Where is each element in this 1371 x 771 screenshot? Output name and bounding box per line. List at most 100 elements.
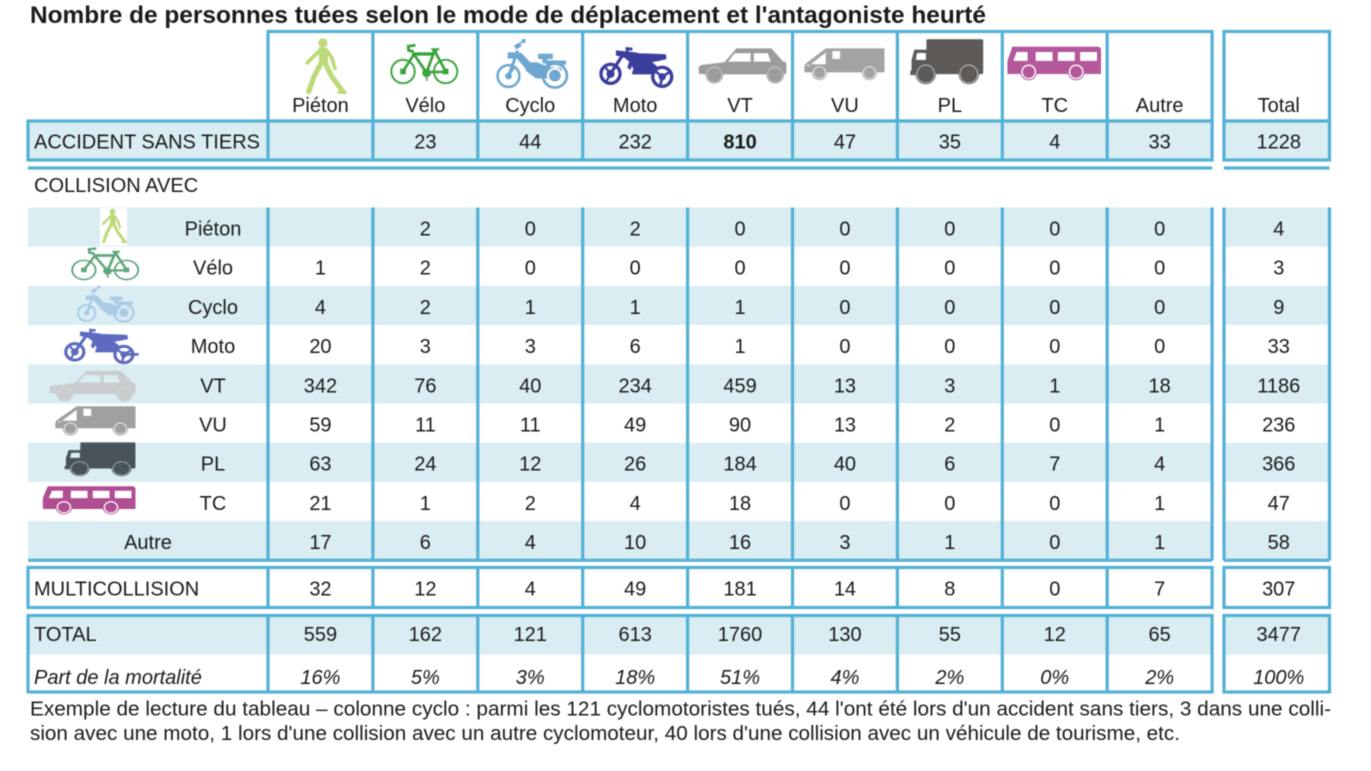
svg-text:Vélo: Vélo [405, 95, 445, 117]
svg-text:0: 0 [944, 219, 955, 241]
svg-text:1: 1 [315, 258, 326, 280]
svg-text:0: 0 [839, 493, 850, 515]
svg-text:307: 307 [1262, 579, 1295, 601]
svg-text:1: 1 [630, 297, 641, 319]
svg-text:11: 11 [415, 415, 436, 437]
svg-text:40: 40 [834, 454, 856, 476]
svg-text:0: 0 [839, 336, 850, 358]
svg-text:1: 1 [1154, 532, 1165, 554]
svg-text:6: 6 [420, 532, 431, 554]
svg-text:184: 184 [723, 454, 756, 476]
svg-text:23: 23 [414, 131, 436, 153]
svg-text:0: 0 [944, 258, 955, 280]
svg-text:7: 7 [1154, 579, 1165, 601]
svg-text:3: 3 [525, 336, 536, 358]
svg-text:1: 1 [944, 532, 955, 554]
svg-text:3: 3 [420, 336, 431, 358]
svg-text:TC: TC [1041, 95, 1068, 117]
svg-text:4: 4 [315, 297, 326, 319]
svg-text:0: 0 [1154, 258, 1165, 280]
svg-text:0: 0 [944, 336, 955, 358]
svg-text:21: 21 [309, 493, 331, 515]
svg-text:232: 232 [618, 131, 651, 153]
svg-text:0: 0 [1049, 579, 1060, 601]
svg-text:20: 20 [309, 336, 331, 358]
svg-text:459: 459 [723, 375, 756, 397]
svg-text:Part de la mortalité: Part de la mortalité [34, 667, 202, 689]
svg-text:76: 76 [414, 375, 436, 397]
svg-text:Autre: Autre [1136, 95, 1184, 117]
svg-text:MULTICOLLISION: MULTICOLLISION [34, 579, 199, 601]
svg-text:3: 3 [839, 532, 850, 554]
svg-text:24: 24 [414, 454, 436, 476]
svg-text:Cyclo: Cyclo [188, 297, 238, 319]
svg-text:342: 342 [304, 375, 337, 397]
svg-text:58: 58 [1268, 532, 1290, 554]
svg-text:TOTAL: TOTAL [34, 624, 97, 646]
svg-text:7: 7 [1049, 454, 1060, 476]
svg-text:4: 4 [525, 579, 536, 601]
svg-text:9: 9 [1273, 297, 1284, 319]
svg-text:0: 0 [1049, 258, 1060, 280]
svg-text:1760: 1760 [718, 624, 763, 646]
svg-text:10: 10 [624, 532, 646, 554]
svg-text:559: 559 [304, 624, 337, 646]
svg-text:3: 3 [944, 375, 955, 397]
svg-text:0: 0 [525, 258, 536, 280]
svg-text:1: 1 [525, 297, 536, 319]
svg-text:1: 1 [1154, 493, 1165, 515]
svg-text:162: 162 [409, 624, 442, 646]
svg-text:55: 55 [939, 624, 961, 646]
svg-text:6: 6 [630, 336, 641, 358]
svg-text:0: 0 [1049, 415, 1060, 437]
svg-text:2: 2 [944, 415, 955, 437]
svg-text:2: 2 [420, 258, 431, 280]
svg-text:13: 13 [834, 375, 856, 397]
svg-text:1: 1 [1049, 375, 1060, 397]
svg-text:0: 0 [1154, 219, 1165, 241]
svg-text:810: 810 [723, 131, 756, 153]
svg-text:4%: 4% [830, 667, 859, 689]
svg-text:1: 1 [734, 297, 745, 319]
svg-text:0: 0 [734, 219, 745, 241]
svg-text:90: 90 [729, 415, 751, 437]
svg-text:234: 234 [618, 375, 651, 397]
svg-text:0: 0 [839, 219, 850, 241]
svg-text:4: 4 [525, 532, 536, 554]
svg-text:TC: TC [200, 493, 227, 515]
svg-text:4: 4 [1154, 454, 1165, 476]
svg-text:8: 8 [944, 579, 955, 601]
svg-text:236: 236 [1262, 415, 1295, 437]
svg-text:Autre: Autre [124, 532, 172, 554]
svg-text:0: 0 [1154, 297, 1165, 319]
svg-text:4: 4 [1273, 219, 1284, 241]
svg-text:Piéton: Piéton [185, 219, 242, 241]
svg-text:2: 2 [525, 493, 536, 515]
svg-text:1186: 1186 [1257, 375, 1300, 397]
svg-text:Exemple de lecture du tableau: Exemple de lecture du tableau – colonne … [30, 699, 1331, 721]
svg-text:2: 2 [630, 219, 641, 241]
svg-text:13: 13 [834, 415, 856, 437]
svg-text:0: 0 [1049, 336, 1060, 358]
svg-text:17: 17 [309, 532, 331, 554]
svg-text:5%: 5% [411, 667, 440, 689]
svg-text:1: 1 [1154, 415, 1165, 437]
svg-text:0: 0 [839, 297, 850, 319]
svg-text:51%: 51% [720, 667, 760, 689]
svg-text:VU: VU [831, 95, 859, 117]
svg-text:4: 4 [1049, 131, 1060, 153]
svg-text:2%: 2% [934, 667, 964, 689]
svg-text:0: 0 [734, 258, 745, 280]
svg-text:Vélo: Vélo [193, 258, 233, 280]
svg-text:1: 1 [734, 336, 745, 358]
svg-text:PL: PL [201, 454, 225, 476]
svg-text:2: 2 [420, 297, 431, 319]
svg-text:16: 16 [729, 532, 751, 554]
svg-text:Total: Total [1258, 95, 1300, 117]
svg-text:0: 0 [1049, 297, 1060, 319]
svg-text:0%: 0% [1040, 667, 1069, 689]
svg-text:COLLISION AVEC: COLLISION AVEC [34, 175, 198, 197]
svg-text:0: 0 [839, 258, 850, 280]
svg-text:0: 0 [1049, 532, 1060, 554]
svg-text:33: 33 [1268, 336, 1290, 358]
